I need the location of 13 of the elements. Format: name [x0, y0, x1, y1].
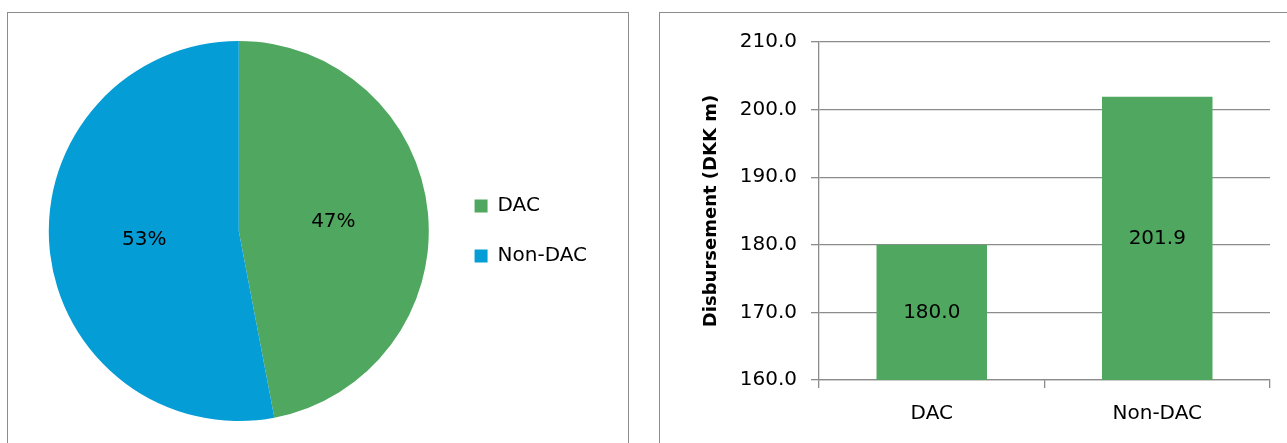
y-tick-label: 170.0 [739, 298, 797, 323]
y-tick-label: 200.0 [739, 95, 797, 120]
data-label: 180.0 [903, 298, 961, 323]
legend-label: DAC [497, 192, 540, 217]
y-tick-label: 160.0 [739, 366, 797, 391]
data-label: 47% [311, 208, 356, 233]
y-tick-label: 190.0 [739, 163, 797, 188]
y-tick-label: 180.0 [739, 231, 797, 255]
legend-label: Non-DAC [497, 242, 587, 267]
data-label: 53% [121, 226, 167, 251]
y-tick-label: 210.0 [739, 28, 797, 53]
y-axis-title: Disbursement (DKK m) [699, 94, 721, 328]
data-label: 201.9 [1128, 224, 1186, 249]
